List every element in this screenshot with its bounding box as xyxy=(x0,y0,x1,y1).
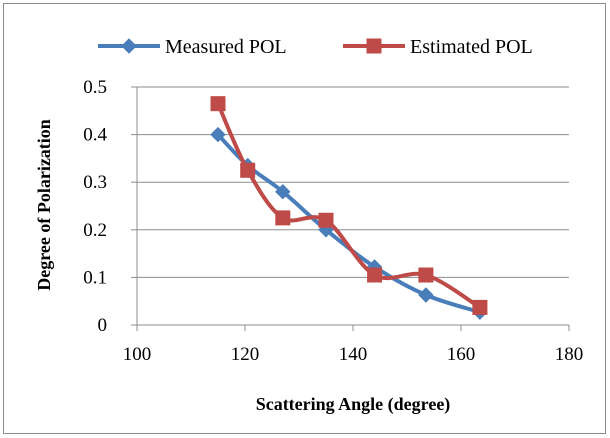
legend-item-0: Measured POL xyxy=(98,36,287,58)
data-point-3 xyxy=(318,212,334,228)
data-point-1 xyxy=(240,162,256,178)
x-tick-label-2: 140 xyxy=(339,344,368,365)
series-line xyxy=(216,132,482,315)
x-axis-ticks: 100 120 140 160 180 xyxy=(123,344,584,365)
data-point-2 xyxy=(275,210,291,226)
gridlines xyxy=(137,86,569,278)
y-tick-label-1: 0.1 xyxy=(83,267,107,288)
y-tick-label-3: 0.3 xyxy=(83,172,107,193)
axes xyxy=(131,86,570,331)
y-axis-ticks: 0 0.1 0.2 0.3 0.4 0.5 xyxy=(83,77,107,336)
legend-marker xyxy=(366,38,382,54)
x-tick-label-3: 160 xyxy=(447,344,476,365)
legend-label: Estimated POL xyxy=(410,36,533,58)
x-tick-label-1: 120 xyxy=(231,344,260,365)
series-layer xyxy=(210,96,488,320)
data-point-4 xyxy=(367,267,383,283)
series-estimated xyxy=(210,96,488,315)
y-axis-title: Degree of Polarization xyxy=(34,119,54,291)
legend-marker xyxy=(121,38,137,54)
x-tick-label-4: 180 xyxy=(555,344,584,365)
data-point-5 xyxy=(418,267,434,283)
data-point-0 xyxy=(210,126,226,143)
y-tick-label-5: 0.5 xyxy=(83,77,107,98)
x-tick-label-0: 100 xyxy=(123,344,152,365)
x-axis-title: Scattering Angle (degree) xyxy=(256,394,451,415)
data-point-6 xyxy=(472,299,488,315)
data-point-2 xyxy=(275,184,291,200)
data-point-0 xyxy=(210,96,226,112)
y-tick-label-4: 0.4 xyxy=(83,125,107,146)
legend-item-1: Estimated POL xyxy=(343,36,533,58)
y-tick-label-2: 0.2 xyxy=(83,220,107,241)
data-point-5 xyxy=(418,287,434,303)
legend: Measured POL Estimated POL xyxy=(98,36,533,58)
y-tick-label-0: 0 xyxy=(98,315,108,336)
legend-label: Measured POL xyxy=(165,36,287,58)
series-measured xyxy=(210,126,488,320)
